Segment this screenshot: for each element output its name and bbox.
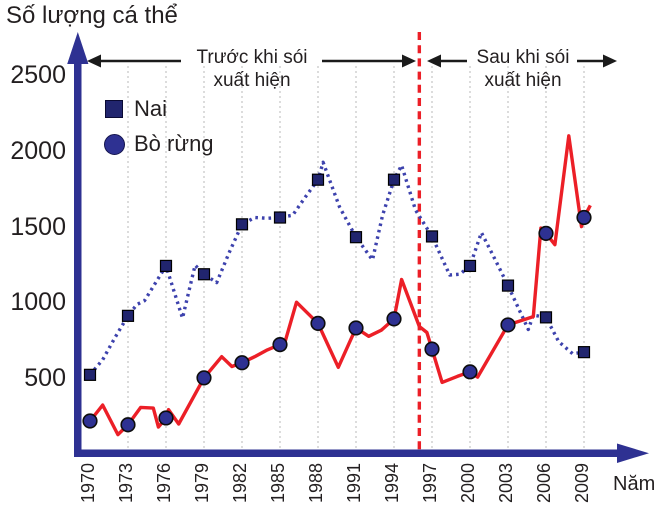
nai-data-point xyxy=(387,173,401,186)
nai-data-point xyxy=(349,231,363,244)
annotation-before-line1: Trước khi sói xyxy=(196,47,308,68)
chart-title: Số lượng cá thể xyxy=(6,2,178,29)
annotation-after-wolves: Sau khi sói xuất hiện xyxy=(423,46,623,92)
y-tick-label: 1000 xyxy=(10,288,66,317)
nai-data-point xyxy=(121,309,135,322)
after-right-arrowhead-icon xyxy=(603,54,617,68)
gridlines xyxy=(127,66,585,450)
legend: Nai Bò rừng xyxy=(104,96,214,166)
nai-data-point xyxy=(539,311,553,324)
annotation-after-line1: Sau khi sói xyxy=(476,47,570,68)
y-axis xyxy=(67,32,89,457)
line-nai xyxy=(88,160,590,376)
x-tick-label: 1982 xyxy=(230,462,250,504)
x-tick-label: 1979 xyxy=(192,462,212,504)
bo-rung-data-point xyxy=(576,209,592,226)
bo-rung-data-point xyxy=(462,364,478,380)
annotation-arrows xyxy=(87,54,617,68)
bo-rung-data-point xyxy=(386,311,402,327)
nai-data-point xyxy=(197,268,211,281)
bo-rung-data-point xyxy=(196,370,212,386)
series-lines xyxy=(88,134,592,437)
bo-rung-data-point xyxy=(82,413,98,429)
bo-rung-data-point xyxy=(424,341,440,357)
nai-data-point xyxy=(463,259,477,273)
after-left-arrowhead-icon xyxy=(427,54,441,68)
nai-data-point xyxy=(235,218,249,231)
x-tick-label: 1970 xyxy=(78,462,98,504)
nai-data-point xyxy=(577,346,591,359)
before-left-arrowhead-icon xyxy=(87,54,101,68)
bo-rung-data-point xyxy=(500,317,516,333)
x-tick-label: 2003 xyxy=(496,462,516,504)
legend-label-bo-rung: Bò rừng xyxy=(134,131,214,156)
y-tick-label: 500 xyxy=(24,363,66,392)
y-tick-label: 1500 xyxy=(10,212,66,241)
circle-marker-icon xyxy=(104,133,125,155)
legend-item-nai: Nai xyxy=(105,96,214,122)
bo-rung-data-point xyxy=(234,355,250,371)
x-tick-label: 1991 xyxy=(344,462,364,504)
nai-data-point xyxy=(501,279,515,292)
line-bo-rung xyxy=(88,134,592,437)
series-markers xyxy=(82,173,592,433)
annotation-before-line2: xuất hiện xyxy=(213,70,291,91)
nai-data-point xyxy=(159,259,173,273)
bo-rung-data-point xyxy=(310,315,326,332)
x-axis-title: Năm xyxy=(613,473,656,495)
bo-rung-data-point xyxy=(158,410,174,426)
x-tick-label: 1985 xyxy=(268,462,288,504)
y-tick-label: 2500 xyxy=(10,61,66,90)
x-tick-label: 1994 xyxy=(382,462,402,504)
nai-data-point xyxy=(311,173,325,186)
y-tick-label: 2000 xyxy=(10,136,66,165)
annotation-after-line2: xuất hiện xyxy=(484,70,562,91)
before-right-arrowhead-icon xyxy=(402,54,416,68)
x-axis-arrowhead xyxy=(617,443,649,463)
bo-rung-data-point xyxy=(348,320,364,336)
legend-item-bo-rung: Bò rừng xyxy=(104,131,214,157)
nai-data-point xyxy=(83,368,97,381)
x-axis xyxy=(74,443,649,463)
bo-rung-data-point xyxy=(272,336,288,353)
square-marker-icon xyxy=(105,100,123,118)
bo-rung-data-point xyxy=(538,225,554,242)
nai-data-point xyxy=(425,230,439,243)
bo-rung-data-point xyxy=(120,417,136,433)
x-tick-label: 1988 xyxy=(306,462,326,504)
x-tick-label: 1997 xyxy=(420,462,440,504)
nai-data-point xyxy=(273,211,287,224)
x-tick-label: 2000 xyxy=(458,462,478,504)
legend-label-nai: Nai xyxy=(134,96,168,121)
y-axis-arrowhead xyxy=(67,32,89,64)
annotation-before-wolves: Trước khi sói xuất hiện xyxy=(152,46,352,92)
x-tick-label: 1976 xyxy=(154,462,174,504)
x-tick-label: 1973 xyxy=(116,462,136,504)
x-tick-label: 2009 xyxy=(572,462,592,504)
x-tick-label: 2006 xyxy=(534,462,554,504)
